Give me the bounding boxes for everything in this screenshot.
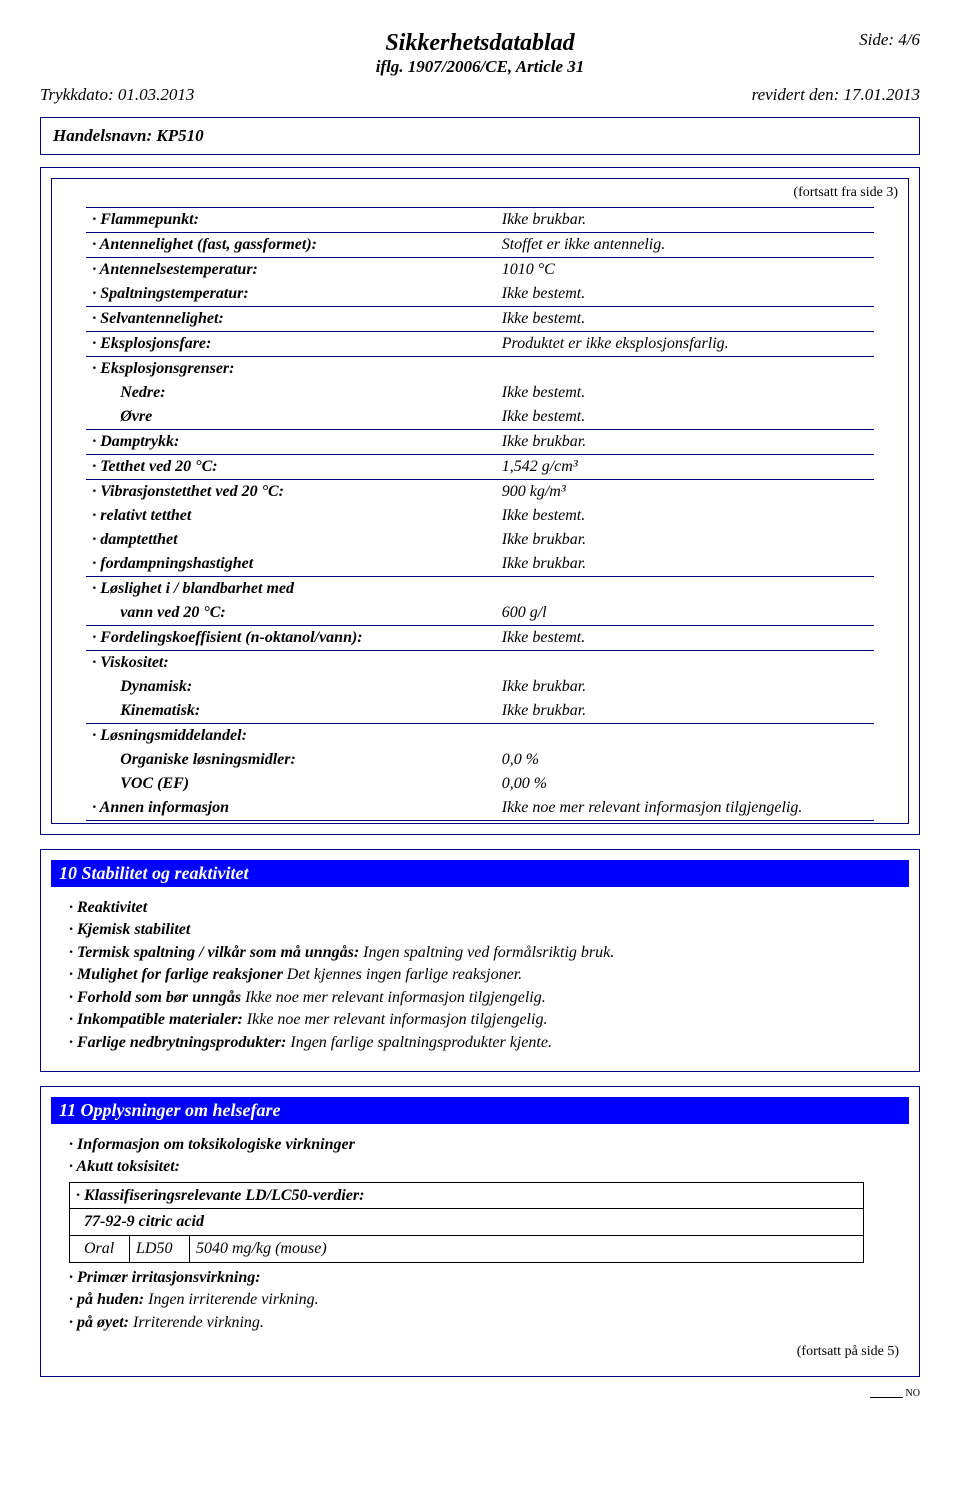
tox-type: LD50 [130, 1236, 190, 1263]
vibrasjon-label: · Vibrasjonstetthet ved 20 °C: [92, 483, 284, 500]
s10-l5-text: Ikke noe mer relevant informasjon tilgje… [245, 989, 546, 1006]
antennelighet-label: · Antennelighet (fast, gassformet): [92, 236, 317, 253]
vann-label: vann ved 20 °C: [92, 604, 226, 622]
relativt-value: Ikke bestemt. [496, 504, 874, 528]
voc-value: 0,00 % [496, 772, 874, 796]
antennelighet-value: Stoffet er ikke antennelig. [496, 233, 874, 258]
relativt-label: · relativt tetthet [92, 507, 191, 524]
page-number: Side: 4/6 [859, 30, 920, 50]
tox-header: · Klassifiseringsrelevante LD/LC50-verdi… [70, 1182, 864, 1209]
doc-subtitle: iflg. 1907/2006/CE, Article 31 [40, 57, 920, 77]
kinematisk-value: Ikke brukbar. [496, 699, 874, 724]
s11-l3: · Primær irritasjonsvirkning: [69, 1267, 897, 1289]
meta-row: Trykkdato: 01.03.2013 revidert den: 17.0… [40, 85, 920, 105]
tetthet-label: · Tetthet ved 20 °C: [92, 458, 217, 475]
fordelings-value: Ikke bestemt. [496, 626, 874, 651]
section-11-header: 11 Opplysninger om helsefare [51, 1097, 909, 1124]
tox-substance: 77-92-9 citric acid [70, 1209, 864, 1236]
spaltning-value: Ikke bestemt. [496, 282, 874, 307]
s10-l5-lead: · Forhold som bør unngås [69, 989, 245, 1006]
s10-l6-text: Ikke noe mer relevant informasjon tilgje… [247, 1011, 548, 1028]
section-11-box: 11 Opplysninger om helsefare · Informasj… [40, 1086, 920, 1378]
dynamisk-label: Dynamisk: [92, 678, 192, 696]
s11-l1: · Informasjon om toksikologiske virkning… [69, 1134, 897, 1156]
continued-from: (fortsatt fra side 3) [793, 185, 898, 201]
nedre-value: Ikke bestemt. [496, 381, 874, 405]
organiske-label: Organiske løsningsmidler: [92, 751, 296, 769]
losningsmiddel-head: · Løsningsmiddelandel: [86, 724, 496, 749]
s11-l4-lead: · på huden: [69, 1291, 148, 1308]
product-name-box: Handelsnavn: KP510 [40, 117, 920, 155]
section-10-header: 10 Stabilitet og reaktivitet [51, 860, 909, 887]
properties-table: · Flammepunkt: Ikke brukbar. · Antennelig… [86, 207, 874, 823]
fordampning-value: Ikke brukbar. [496, 552, 874, 577]
section-11-body: · Informasjon om toksikologiske virkning… [51, 1134, 909, 1341]
print-date: Trykkdato: 01.03.2013 [40, 85, 194, 105]
antennelsestemp-value: 1010 °C [496, 258, 874, 283]
dynamisk-value: Ikke brukbar. [496, 675, 874, 699]
damp-tetthet-value: Ikke brukbar. [496, 528, 874, 552]
damptrykk-label: · Damptrykk: [92, 433, 179, 450]
eksplosjonsfare-label: · Eksplosjonsfare: [92, 335, 211, 352]
kinematisk-label: Kinematisk: [92, 702, 200, 720]
s10-l3-lead: · Termisk spaltning / vilkår som må unng… [69, 944, 363, 961]
toxicity-table: · Klassifiseringsrelevante LD/LC50-verdi… [69, 1182, 864, 1263]
voc-label: VOC (EF) [92, 775, 189, 793]
vibrasjon-value: 900 kg/m³ [496, 480, 874, 505]
s10-l4-text: Det kjennes ingen farlige reaksjoner. [287, 966, 522, 983]
doc-title: Sikkerhetsdatablad [40, 30, 920, 57]
section-10-body: · Reaktivitet · Kjemisk stabilitet · Ter… [51, 897, 909, 1061]
s11-l5-text: Irriterende virkning. [133, 1314, 264, 1331]
s10-l4-lead: · Mulighet for farlige reaksjoner [69, 966, 287, 983]
ovre-value: Ikke bestemt. [496, 405, 874, 430]
product-name: Handelsnavn: KP510 [53, 126, 204, 145]
continued-to: (fortsatt på side 5) [51, 1340, 909, 1366]
annen-label: · Annen informasjon [92, 799, 229, 816]
loslighet-head: · Løslighet i / blandbarhet med [86, 577, 496, 602]
organiske-value: 0,0 % [496, 748, 874, 772]
damptrykk-value: Ikke brukbar. [496, 430, 874, 455]
s11-l2: · Akutt toksisitet: [69, 1156, 897, 1178]
s10-l3-text: Ingen spaltning ved formålsriktig bruk. [363, 944, 614, 961]
s11-l4-text: Ingen irriterende virkning. [148, 1291, 318, 1308]
eksplosjonsgrenser-head: · Eksplosjonsgrenser: [86, 357, 496, 382]
vann-value: 600 g/l [496, 601, 874, 626]
s10-l7-text: Ingen farlige spaltningsprodukter kjente… [290, 1034, 552, 1051]
eksplosjonsfare-value: Produktet er ikke eksplosjonsfarlig. [496, 332, 874, 357]
fordelings-label: · Fordelingskoeffisient (n-oktanol/vann)… [92, 629, 362, 646]
tox-value: 5040 mg/kg (mouse) [190, 1236, 864, 1263]
flammepunkt-value: Ikke brukbar. [496, 208, 874, 233]
tetthet-value: 1,542 g/cm³ [496, 455, 874, 480]
page-header: Side: 4/6 Sikkerhetsdatablad iflg. 1907/… [40, 30, 920, 155]
spaltning-label: · Spaltningstemperatur: [92, 285, 248, 302]
nedre-label: Nedre: [92, 384, 165, 402]
s10-l6-lead: · Inkompatible materialer: [69, 1011, 247, 1028]
viskositet-head: · Viskositet: [86, 651, 496, 676]
s10-l1: · Reaktivitet [69, 897, 897, 919]
annen-value: Ikke noe mer relevant informasjon tilgje… [496, 796, 874, 821]
footer-country-line: NO [40, 1391, 920, 1403]
s11-l5-lead: · på øyet: [69, 1314, 133, 1331]
properties-outer-box: (fortsatt fra side 3) · Flammepunkt: Ikke… [40, 167, 920, 835]
properties-inner-box: (fortsatt fra side 3) · Flammepunkt: Ikke… [51, 178, 909, 824]
damp-tetthet-label: · damptetthet [92, 531, 177, 548]
antennelsestemp-label: · Antennelsestemperatur: [92, 261, 258, 278]
section-10-box: 10 Stabilitet og reaktivitet · Reaktivit… [40, 849, 920, 1072]
s10-l2: · Kjemisk stabilitet [69, 919, 897, 941]
selvantenn-label: · Selvantennelighet: [92, 310, 224, 327]
flammepunkt-label: · Flammepunkt: [92, 211, 199, 228]
tox-route: Oral [70, 1236, 130, 1263]
fordampning-label: · fordampningshastighet [92, 555, 253, 572]
selvantenn-value: Ikke bestemt. [496, 307, 874, 332]
footer-country: NO [903, 1388, 920, 1399]
revised-date: revidert den: 17.01.2013 [752, 85, 920, 105]
ovre-label: Øvre [92, 408, 152, 426]
s10-l7-lead: · Farlige nedbrytningsprodukter: [69, 1034, 290, 1051]
